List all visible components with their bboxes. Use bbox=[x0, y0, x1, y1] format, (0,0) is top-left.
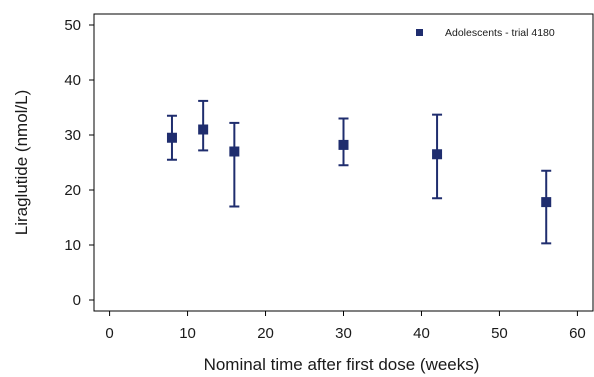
y-tick-label: 30 bbox=[64, 127, 81, 144]
x-tick-label: 0 bbox=[105, 325, 113, 342]
x-tick-label: 10 bbox=[179, 325, 196, 342]
y-tick-label: 40 bbox=[64, 72, 81, 89]
y-tick-label: 10 bbox=[64, 237, 81, 254]
data-point bbox=[541, 197, 552, 208]
x-tick-label: 50 bbox=[491, 325, 508, 342]
y-tick-label: 50 bbox=[64, 17, 81, 34]
y-tick-label: 0 bbox=[73, 292, 81, 309]
legend: Adolescents - trial 4180 bbox=[416, 27, 555, 39]
data-point bbox=[229, 146, 240, 157]
x-axis-ticks: 0 10 20 30 40 50 60 bbox=[105, 311, 586, 342]
data-point bbox=[338, 139, 349, 150]
y-axis-ticks: 0 10 20 30 40 50 bbox=[64, 17, 94, 309]
x-tick-label: 40 bbox=[413, 325, 430, 342]
legend-label: Adolescents - trial 4180 bbox=[445, 27, 555, 39]
y-tick-label: 20 bbox=[64, 182, 81, 199]
data-point bbox=[198, 124, 209, 135]
x-tick-label: 20 bbox=[257, 325, 274, 342]
legend-marker bbox=[416, 29, 423, 36]
x-tick-label: 30 bbox=[335, 325, 352, 342]
data-point bbox=[432, 149, 443, 160]
x-axis-title: Nominal time after first dose (weeks) bbox=[204, 355, 480, 374]
data-point bbox=[166, 132, 177, 143]
y-axis-title: Liraglutide (nmol/L) bbox=[12, 90, 31, 236]
data-marks bbox=[166, 99, 552, 245]
x-tick-label: 60 bbox=[569, 325, 586, 342]
